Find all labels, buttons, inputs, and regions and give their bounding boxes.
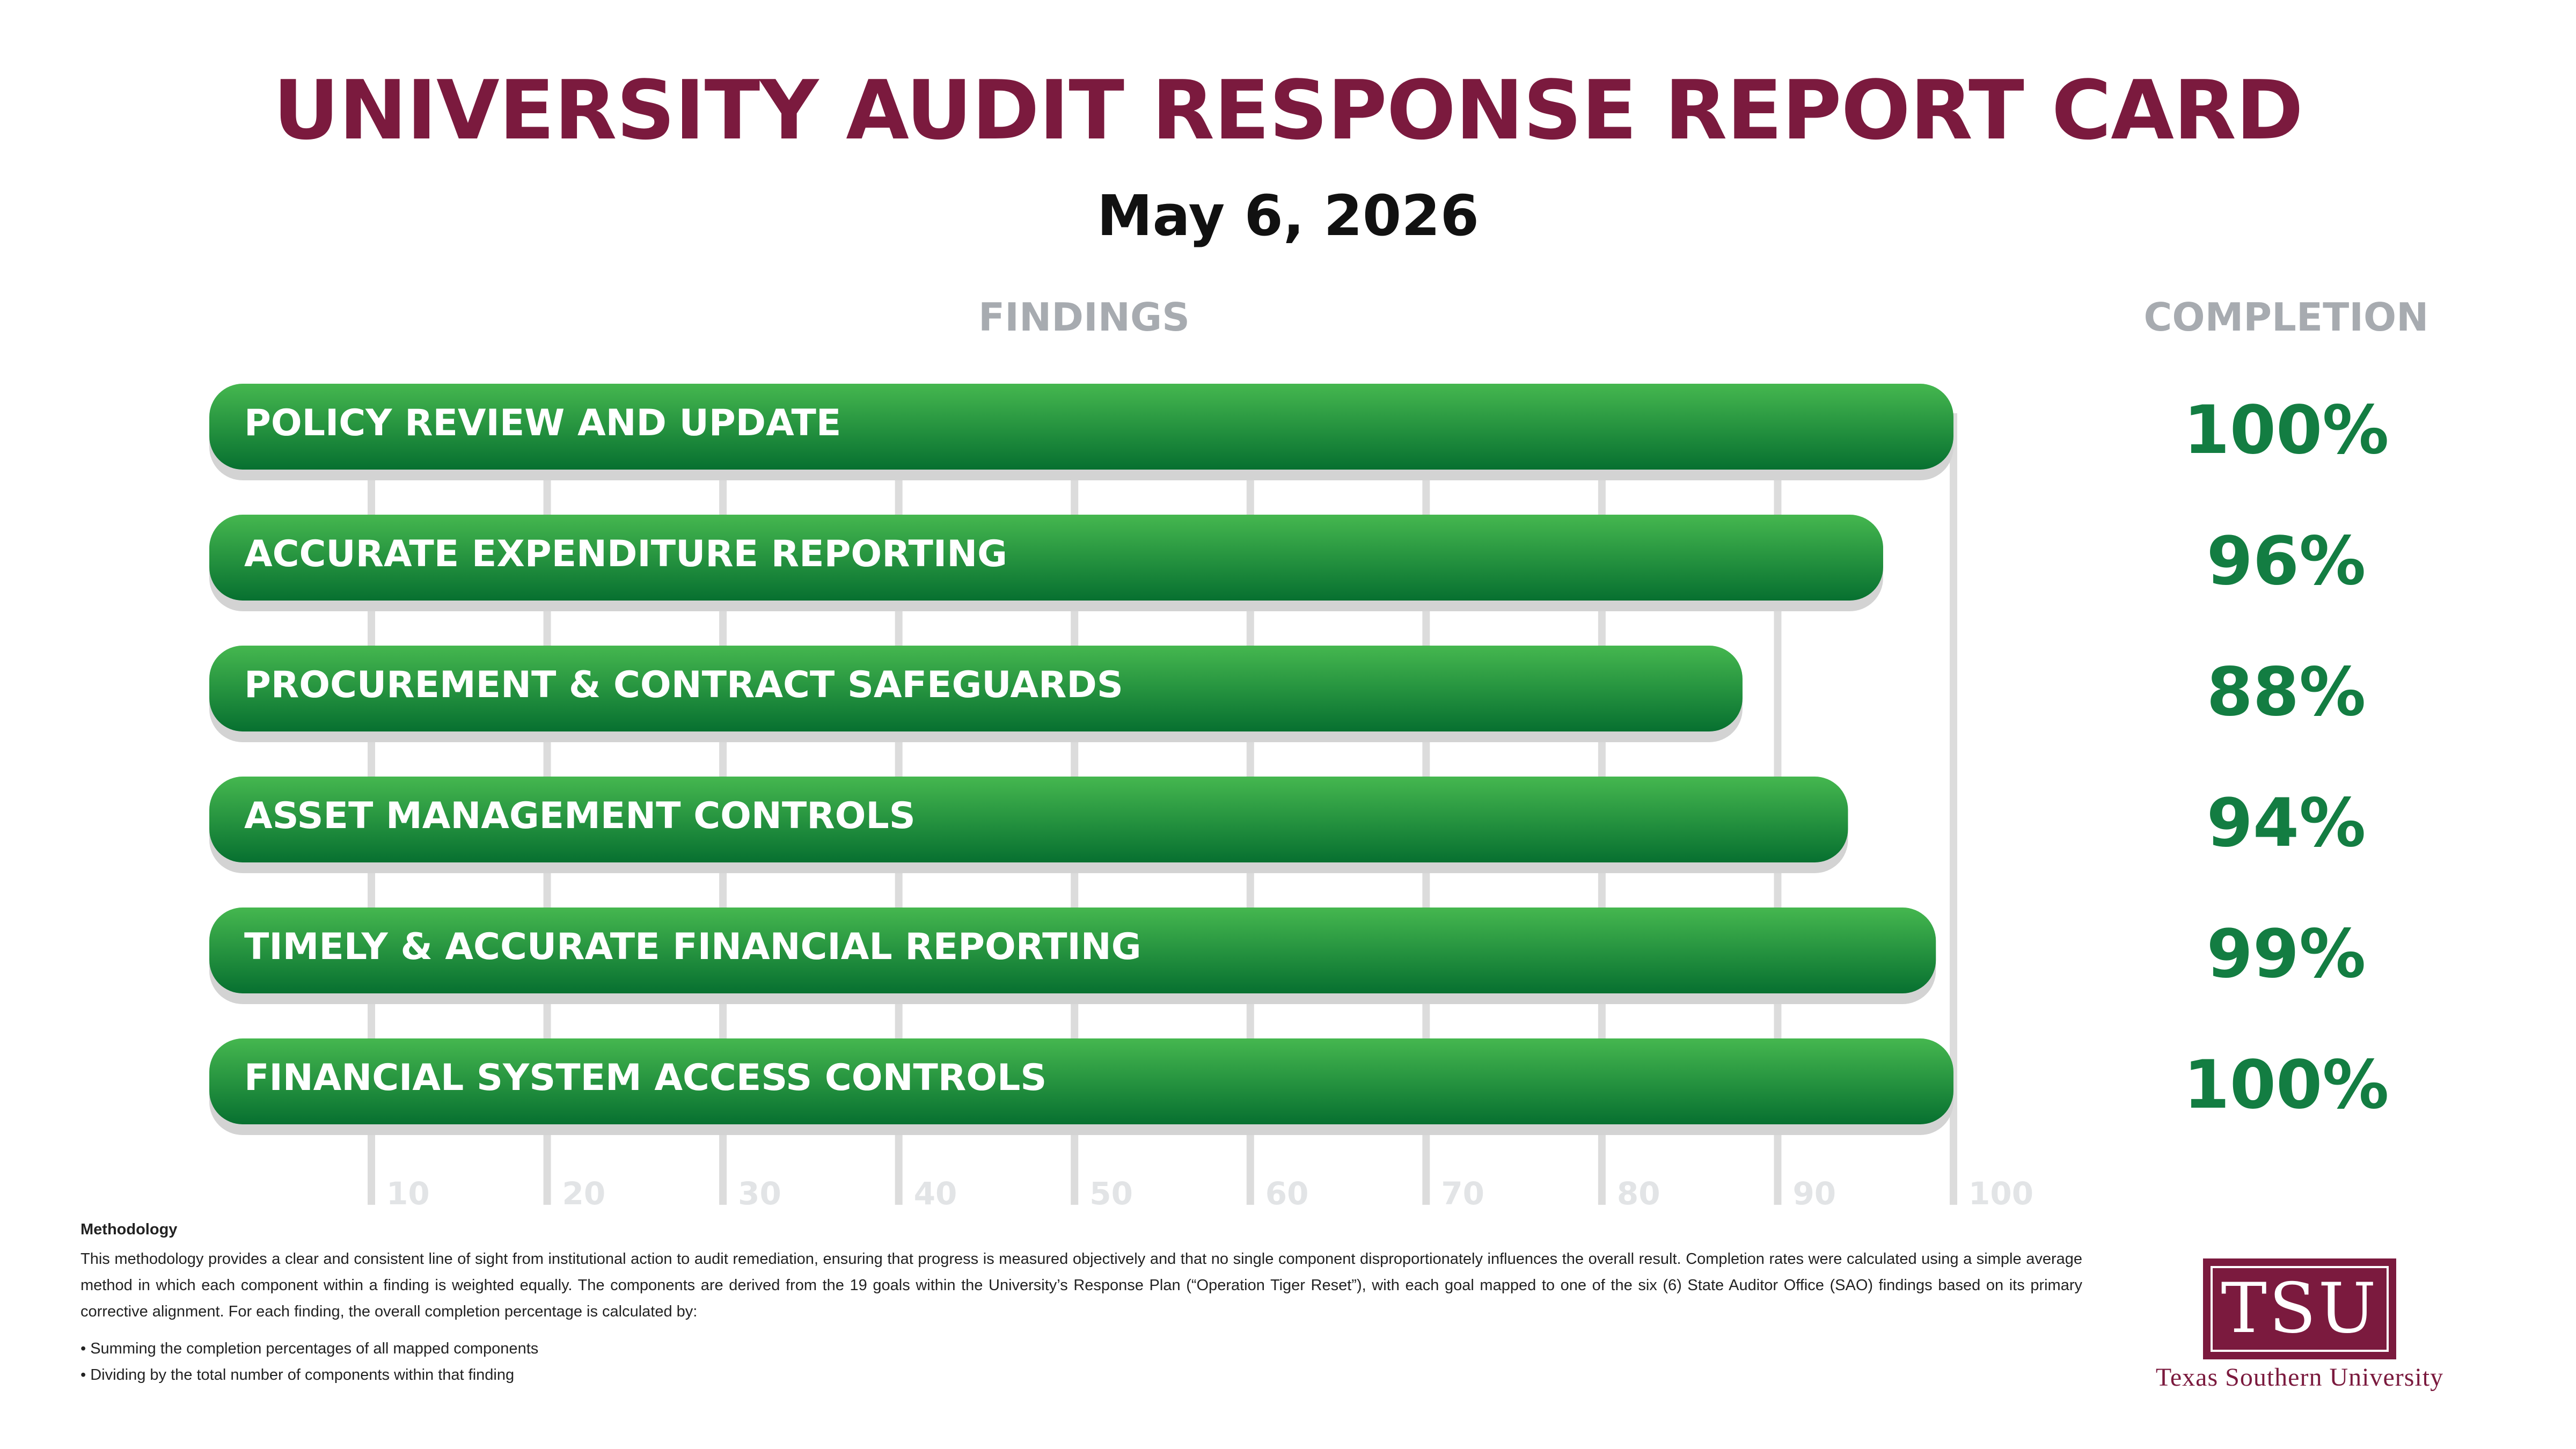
methodology-section: Methodology This methodology provides a …: [80, 1221, 2082, 1388]
bar: [209, 1038, 1953, 1124]
completion-value: 99%: [2206, 916, 2366, 993]
bar-label: ASSET MANAGEMENT CONTROLS: [244, 795, 916, 837]
x-tick-label: 70: [1441, 1175, 1485, 1212]
bar: [209, 646, 1743, 731]
x-tick-label: 40: [913, 1175, 957, 1212]
methodology-title: Methodology: [80, 1221, 178, 1238]
report-date: May 6, 2026: [1096, 183, 1479, 248]
university-name: Texas Southern University: [2155, 1363, 2444, 1392]
x-tick-label: 100: [1968, 1175, 2034, 1212]
x-tick-label: 20: [562, 1175, 606, 1212]
bar-label: TIMELY & ACCURATE FINANCIAL REPORTING: [244, 926, 1141, 968]
x-tick-label: 90: [1792, 1175, 1836, 1212]
completion-value: 96%: [2206, 523, 2366, 600]
bar-label: ACCURATE EXPENDITURE REPORTING: [244, 533, 1007, 575]
findings-header: FINDINGS: [978, 295, 1190, 340]
methodology-bullet: • Dividing by the total number of compon…: [80, 1366, 515, 1384]
completion-value: 94%: [2206, 785, 2366, 862]
bar-label: PROCUREMENT & CONTRACT SAFEGUARDS: [244, 664, 1123, 706]
methodology-body: This methodology provides a clear and co…: [80, 1250, 2082, 1320]
completion-header: COMPLETION: [2143, 295, 2429, 340]
x-tick-label: 80: [1616, 1175, 1660, 1212]
report-title: UNIVERSITY AUDIT RESPONSE REPORT CARD: [273, 63, 2303, 158]
bar-label: FINANCIAL SYSTEM ACCESS CONTROLS: [244, 1057, 1047, 1099]
tsu-logo: TSU: [2203, 1258, 2396, 1359]
bar: [209, 515, 1883, 601]
tsu-logo-text: TSU: [2221, 1269, 2379, 1349]
methodology-bullet: • Summing the completion percentages of …: [80, 1340, 539, 1357]
x-tick-label: 10: [386, 1175, 430, 1212]
methodology-bullets: • Summing the completion percentages of …: [80, 1336, 2082, 1388]
bar-label: POLICY REVIEW AND UPDATE: [244, 402, 841, 444]
completion-value: 100%: [2183, 392, 2389, 469]
x-tick-label: 60: [1265, 1175, 1309, 1212]
bar: [209, 777, 1848, 862]
x-tick-label: 50: [1089, 1175, 1133, 1212]
bars: [209, 384, 1953, 1135]
bar: [209, 908, 1936, 993]
bar: [209, 384, 1953, 470]
x-tick-label: 30: [738, 1175, 781, 1212]
completion-value: 100%: [2183, 1046, 2389, 1124]
completion-value: 88%: [2206, 654, 2366, 731]
tsu-logo-frame: TSU: [2211, 1266, 2389, 1352]
